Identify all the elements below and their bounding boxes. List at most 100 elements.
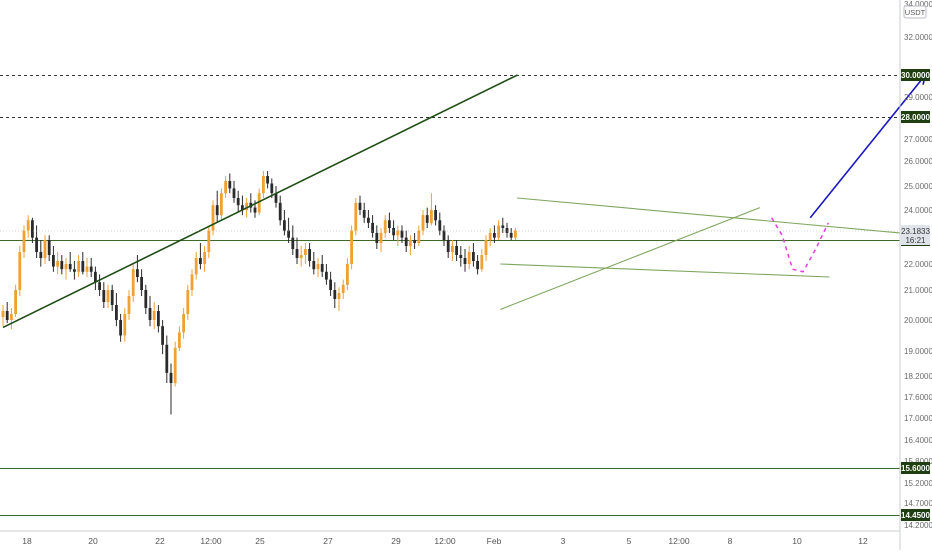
candle-body bbox=[459, 255, 463, 258]
candle-body bbox=[182, 314, 185, 333]
y-tick-label: 15.8000 bbox=[904, 457, 932, 466]
y-tick-label: 27.0000 bbox=[904, 135, 932, 144]
horizontal-levels-layer bbox=[0, 75, 900, 516]
candle-body bbox=[467, 252, 471, 264]
target-arrow[interactable] bbox=[809, 74, 926, 219]
candle-body bbox=[388, 220, 391, 228]
candle bbox=[451, 240, 454, 261]
level-tag-14.4500[interactable]: 14.4500 bbox=[901, 509, 931, 521]
candle bbox=[203, 246, 206, 272]
candles-layer bbox=[1, 171, 517, 415]
candle-body bbox=[333, 290, 337, 299]
candle bbox=[505, 222, 509, 238]
level-tag-label: 15.6000 bbox=[901, 464, 930, 473]
price-axis[interactable]: 34.0000 32.0000 29.0000 27.0000 26.0000 25.00… bbox=[904, 0, 932, 530]
level-tag-28.0000[interactable]: 28.0000 bbox=[901, 111, 931, 123]
candle-body bbox=[35, 237, 38, 252]
level-tag-bg bbox=[901, 509, 930, 521]
y-tick-label: 26.0000 bbox=[904, 157, 932, 166]
x-tick-label: 10 bbox=[792, 536, 802, 546]
candle bbox=[224, 176, 227, 198]
candle-body bbox=[215, 205, 219, 216]
candle bbox=[241, 195, 244, 216]
projected-path[interactable] bbox=[770, 217, 829, 273]
candle-body bbox=[346, 264, 349, 285]
candle-body bbox=[98, 282, 101, 290]
candle-body bbox=[60, 261, 64, 270]
currency-badge[interactable]: USDT bbox=[903, 5, 927, 19]
y-tick-label: 17.6000 bbox=[904, 393, 932, 402]
candle bbox=[501, 217, 505, 233]
candle bbox=[182, 308, 185, 339]
candle bbox=[148, 296, 152, 327]
x-tick-label: 12 bbox=[858, 536, 868, 546]
candle-body bbox=[400, 230, 404, 238]
candle-body bbox=[480, 255, 484, 270]
candle-body bbox=[178, 332, 181, 348]
candle-body bbox=[404, 237, 408, 246]
candle bbox=[341, 279, 345, 299]
channel-base[interactable] bbox=[500, 263, 830, 278]
channel-lower[interactable] bbox=[500, 207, 761, 311]
level-tag-label: 30.0000 bbox=[901, 71, 930, 80]
level-tag-label: 14.4500 bbox=[901, 511, 930, 520]
candle bbox=[287, 217, 290, 243]
y-tick-label: 22.0000 bbox=[904, 260, 932, 269]
candle-body bbox=[375, 232, 379, 243]
candle bbox=[371, 215, 374, 238]
level-tag-label: 28.0000 bbox=[901, 113, 930, 122]
candle-body bbox=[320, 264, 324, 272]
candle bbox=[26, 215, 30, 238]
time-axis[interactable]: 18 20 22 12:00 25 27 29 12:00 Feb 3 5 12:00 8 10 12 bbox=[22, 536, 868, 546]
candle-body bbox=[291, 237, 295, 249]
candle bbox=[110, 284, 114, 311]
candle-body bbox=[488, 232, 492, 240]
candle bbox=[316, 258, 320, 277]
candle-body bbox=[31, 220, 34, 238]
ascending-trendline[interactable] bbox=[2, 74, 518, 329]
candle-body bbox=[152, 311, 156, 320]
candle bbox=[358, 195, 362, 216]
candle bbox=[140, 269, 143, 296]
candle bbox=[262, 171, 265, 198]
candle bbox=[404, 230, 408, 252]
candle-body bbox=[421, 215, 425, 231]
candle bbox=[312, 252, 316, 275]
candle bbox=[64, 258, 68, 280]
currency-label: USDT bbox=[905, 8, 926, 17]
y-tick-label: 25.0000 bbox=[904, 182, 932, 191]
channel-upper[interactable] bbox=[517, 197, 900, 234]
candle bbox=[283, 210, 286, 236]
y-tick-label: 17.0000 bbox=[904, 414, 932, 423]
candle bbox=[291, 225, 295, 255]
candle bbox=[127, 290, 131, 320]
level-tag-bg bbox=[901, 69, 930, 81]
x-tick-label: 20 bbox=[88, 536, 98, 546]
candle-body bbox=[434, 210, 437, 221]
candle bbox=[232, 181, 236, 203]
candle bbox=[1, 305, 5, 327]
candle-body bbox=[463, 258, 467, 264]
candle bbox=[480, 249, 484, 272]
candle-body bbox=[493, 232, 496, 238]
level-tag-15.6000[interactable]: 15.6000 bbox=[901, 462, 931, 474]
candle-body bbox=[157, 311, 160, 327]
candle-body bbox=[236, 198, 240, 206]
current-price-bg bbox=[901, 225, 930, 245]
candle-body bbox=[514, 230, 517, 238]
candle bbox=[215, 190, 219, 223]
candle-body bbox=[190, 274, 194, 290]
candle-body bbox=[308, 249, 311, 261]
candle-body bbox=[262, 176, 265, 194]
y-tick-label: 16.4000 bbox=[904, 436, 932, 445]
candle-body bbox=[304, 249, 307, 255]
candle bbox=[31, 217, 34, 243]
candle-body bbox=[295, 249, 299, 258]
candle bbox=[190, 269, 194, 296]
candle-body bbox=[220, 193, 223, 216]
candle bbox=[438, 212, 442, 236]
level-tag-30.0000[interactable]: 30.0000 bbox=[901, 69, 931, 81]
candle-body bbox=[148, 308, 152, 320]
candle-body bbox=[446, 240, 450, 252]
